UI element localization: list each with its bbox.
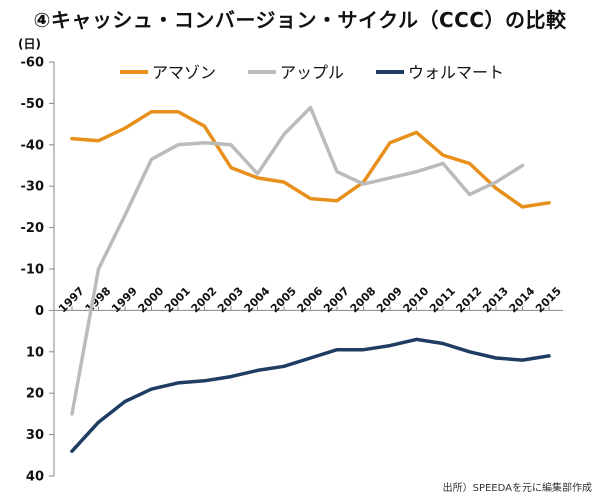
series-line-3 — [70, 337, 551, 453]
legend-label-2: アップル — [280, 63, 344, 82]
series-line-2 — [70, 105, 525, 416]
y-tick-label: -60 — [21, 56, 45, 71]
chart-title: ④キャッシュ・コンバージョン・サイクル（CCC）の比較 — [33, 8, 567, 32]
y-tick-label: 0 — [35, 304, 44, 319]
y-tick-label: -30 — [21, 180, 45, 195]
y-tick-label: 20 — [26, 387, 44, 402]
series-line-1 — [70, 109, 551, 209]
y-tick-label: -10 — [21, 263, 45, 278]
source-note: 出所）SPEEDAを元に編集部作成 — [442, 483, 592, 494]
y-tick-label: -40 — [21, 138, 45, 153]
legend-label-3: ウォルマート — [408, 63, 504, 82]
y-tick-label: 40 — [26, 470, 44, 485]
y-axis-unit-label: (日) — [18, 37, 41, 51]
y-tick-label: -50 — [21, 97, 45, 112]
legend-label-1: アマゾン — [152, 63, 216, 82]
y-tick-label: 30 — [26, 428, 44, 443]
y-tick-label: 10 — [26, 345, 44, 360]
y-tick-label: -20 — [21, 221, 45, 236]
